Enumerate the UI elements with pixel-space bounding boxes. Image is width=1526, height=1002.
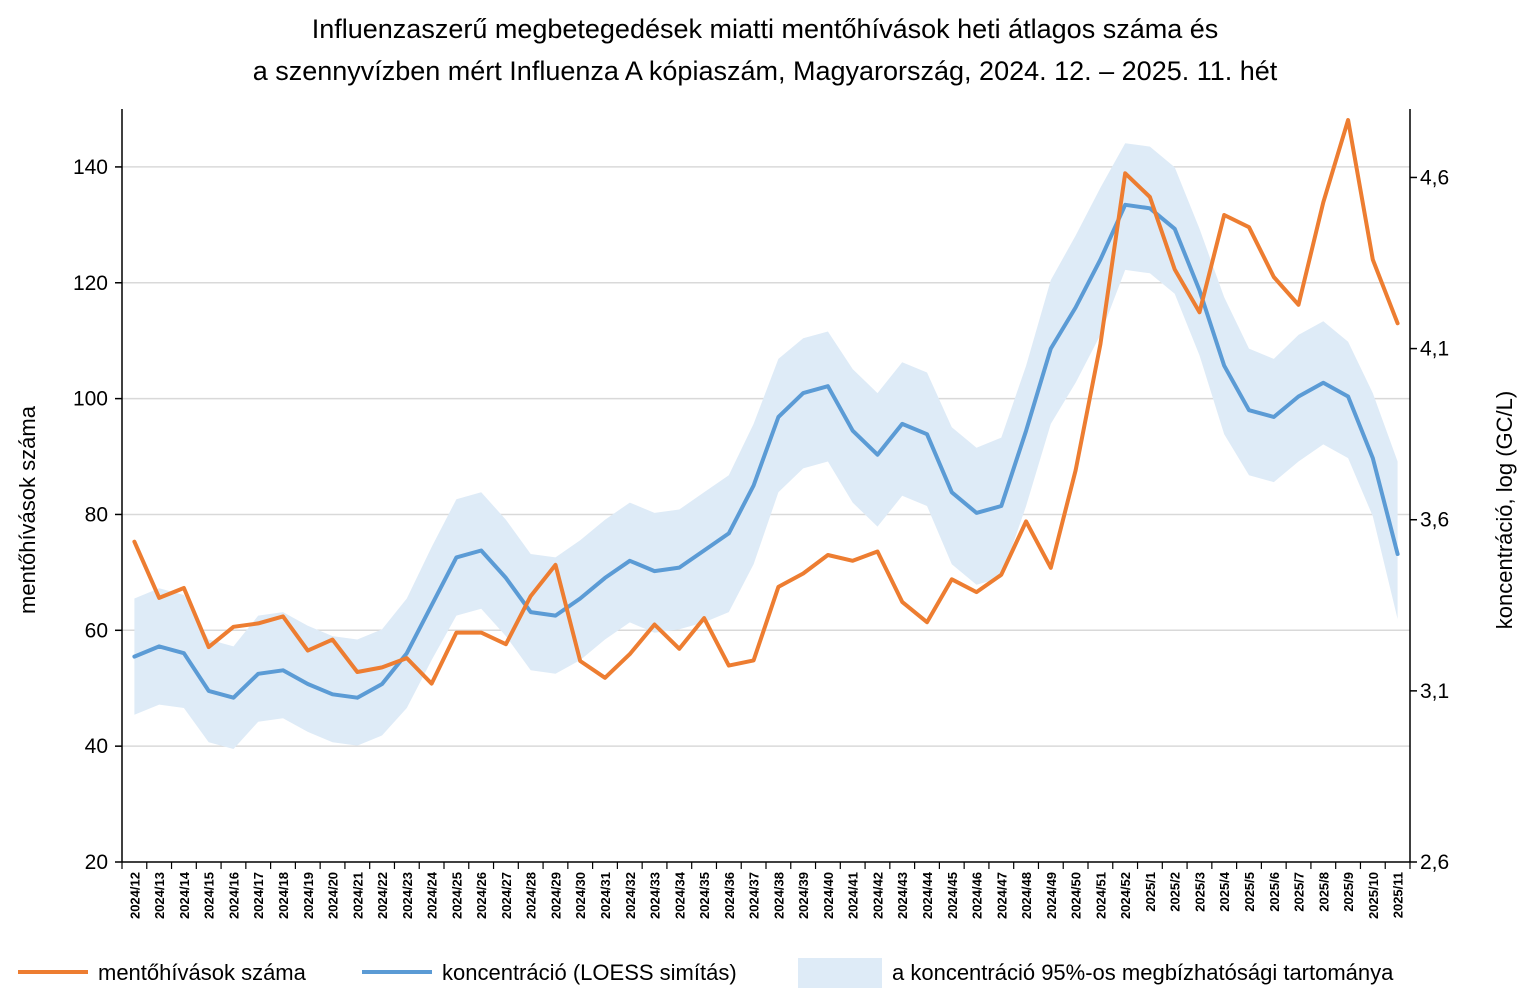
x-tick-label: 2024/26 — [474, 872, 489, 919]
x-tick-label: 2024/24 — [425, 871, 440, 919]
series-layer — [132, 118, 1400, 700]
x-tick-label: 2024/38 — [771, 872, 786, 919]
x-tick-label: 2024/21 — [350, 872, 365, 919]
x-tick-label: 2024/33 — [648, 872, 663, 919]
series-line-concentration — [132, 202, 1400, 700]
x-tick-label: 2025/5 — [1242, 872, 1257, 912]
y-left-tick-label: 140 — [73, 156, 108, 179]
y-right-tick-label: 4,6 — [1420, 166, 1449, 189]
x-tick-label: 2025/8 — [1316, 872, 1331, 912]
x-tick-label: 2024/47 — [994, 872, 1009, 919]
x-tick-label: 2025/7 — [1292, 872, 1307, 912]
x-tick-label: 2025/9 — [1341, 872, 1356, 912]
y-right-tick-labels: 2,6 3,1 3,6 4,1 4,6 — [1420, 166, 1449, 874]
x-tick-label: 2025/6 — [1267, 872, 1282, 912]
x-tick-label: 2024/16 — [227, 872, 242, 919]
x-tick-labels: 2024/12 2024/13 2024/14 2024/15 2024/16 2024/… — [127, 871, 1405, 919]
x-tick-label: 2024/31 — [598, 872, 613, 919]
x-tick-label: 2025/10 — [1366, 872, 1381, 919]
x-tick-label: 2024/18 — [276, 872, 291, 919]
x-tick-label: 2025/2 — [1168, 872, 1183, 912]
x-tick-label: 2024/37 — [747, 872, 762, 919]
x-tick-label: 2024/19 — [301, 872, 316, 919]
y-left-tick-label: 20 — [85, 851, 108, 874]
x-tick-label: 2024/23 — [400, 872, 415, 919]
x-tick-label: 2024/35 — [697, 872, 712, 919]
x-tick-label: 2024/48 — [1019, 872, 1034, 919]
x-tick-label: 2024/30 — [573, 872, 588, 919]
legend-label-calls: mentőhívások száma — [98, 960, 307, 985]
x-tick-label: 2024/17 — [251, 872, 266, 919]
y-axis-left-label: mentőhívások száma — [15, 405, 40, 614]
y-axis-right-label: koncentráció, log (GC/L) — [1492, 391, 1517, 629]
x-tick-label: 2025/3 — [1193, 872, 1208, 912]
chart-title-line-1: Influenzaszerű megbetegedések miatti men… — [312, 14, 1219, 44]
x-tick-label: 2024/49 — [1044, 872, 1059, 919]
x-tick-label: 2024/42 — [871, 872, 886, 919]
x-tick-label: 2024/25 — [449, 872, 464, 919]
x-tick-label: 2024/36 — [722, 872, 737, 919]
x-tick-label: 2025/1 — [1143, 872, 1158, 912]
x-tick-label: 2024/12 — [127, 872, 142, 919]
x-tick-label: 2024/46 — [970, 872, 985, 919]
chart-title-line-2: a szennyvízben mért Influenza A kópiaszá… — [253, 56, 1278, 86]
x-tick-label: 2024/43 — [895, 872, 910, 919]
legend-label-band: a koncentráció 95%-os megbízhatósági tar… — [892, 960, 1394, 985]
x-tick-label: 2024/34 — [672, 871, 687, 919]
x-tick-label: 2024/15 — [202, 872, 217, 919]
x-tick-label: 2024/51 — [1093, 872, 1108, 919]
x-tick-label: 2024/28 — [524, 872, 539, 919]
legend-swatch-band — [798, 958, 882, 988]
legend-label-concentration: koncentráció (LOESS simítás) — [442, 960, 737, 985]
x-tick-label: 2024/44 — [920, 871, 935, 919]
x-tick-label: 2024/13 — [152, 872, 167, 919]
legend: mentőhívások száma koncentráció (LOESS s… — [18, 958, 1394, 988]
y-left-tick-label: 40 — [85, 735, 108, 758]
x-tick-label: 2024/39 — [796, 872, 811, 919]
y-left-tick-label: 80 — [85, 503, 108, 526]
x-tick-label: 2024/22 — [375, 872, 390, 919]
y-right-tick-label: 2,6 — [1420, 851, 1449, 874]
x-tick-label: 2024/20 — [326, 872, 341, 919]
x-tick-label: 2024/27 — [499, 872, 514, 919]
x-tick-label: 2024/41 — [846, 872, 861, 919]
x-tick-label: 2024/45 — [945, 872, 960, 919]
y-right-tick-label: 3,6 — [1420, 509, 1449, 532]
series-line-calls — [132, 118, 1400, 686]
x-tick-label: 2025/4 — [1217, 871, 1232, 912]
x-tick-label: 2025/11 — [1391, 872, 1406, 918]
x-tick-label: 2024/40 — [821, 872, 836, 919]
x-tick-label: 2024/50 — [1069, 872, 1084, 919]
y-left-tick-label: 60 — [85, 619, 108, 642]
y-left-tick-labels: 20 40 60 80 100 120 140 — [73, 156, 108, 874]
y-left-tick-label: 100 — [73, 388, 108, 411]
y-right-tick-label: 3,1 — [1420, 680, 1449, 703]
y-left-tick-label: 120 — [73, 272, 108, 295]
x-tick-label: 2024/52 — [1118, 872, 1133, 919]
x-tick-label: 2024/14 — [177, 871, 192, 919]
x-tick-label: 2024/32 — [623, 872, 638, 919]
y-right-tick-label: 4,1 — [1420, 338, 1449, 361]
axes-layer — [115, 109, 1417, 869]
x-tick-label: 2024/29 — [549, 872, 564, 919]
